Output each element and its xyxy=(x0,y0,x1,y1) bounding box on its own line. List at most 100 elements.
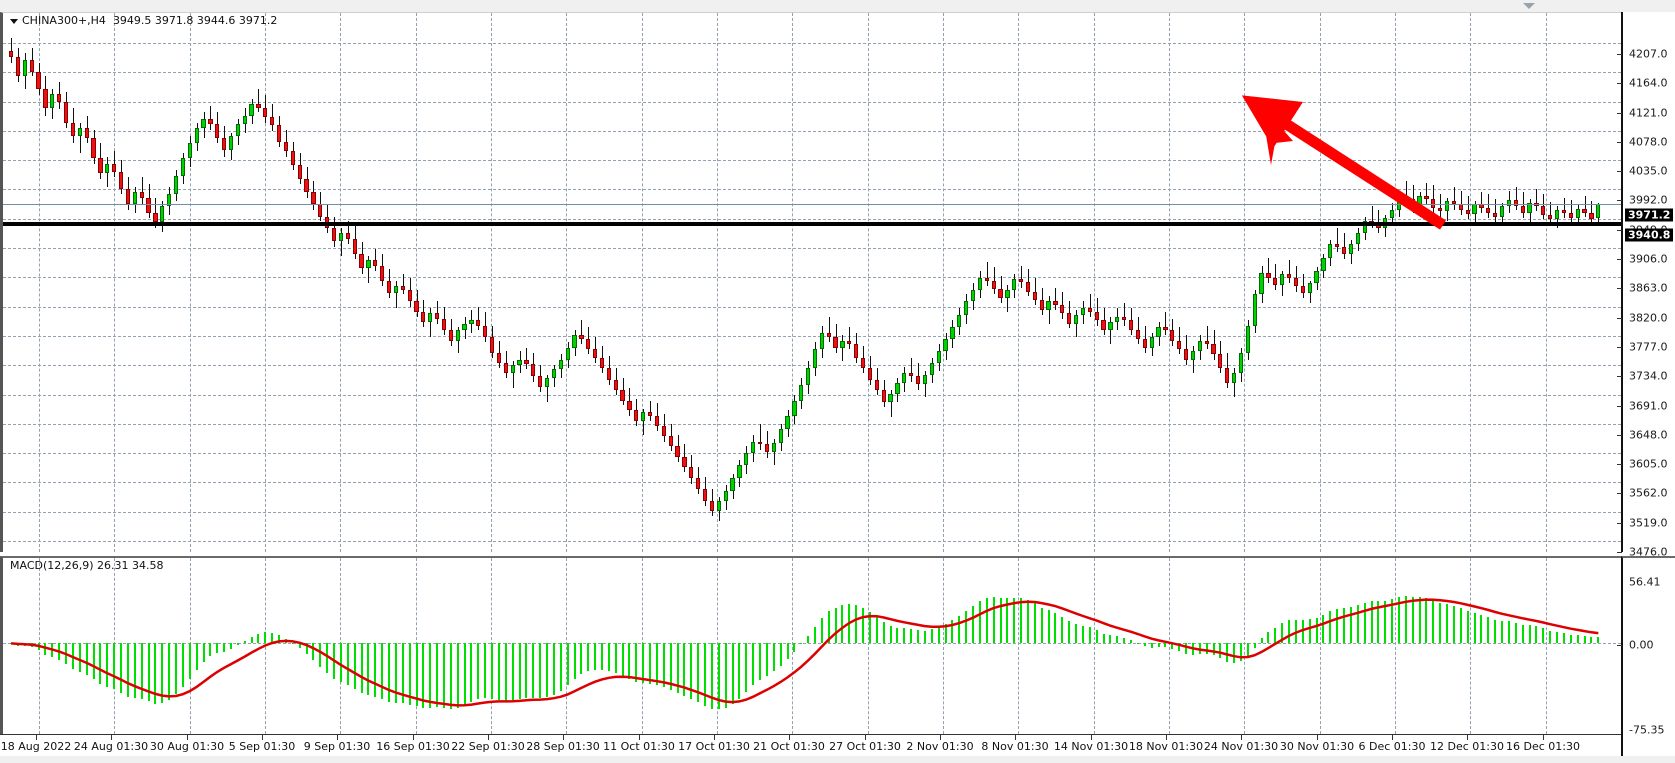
candle-body xyxy=(1183,348,1189,360)
price-axis-tick xyxy=(1617,112,1622,114)
macd-histogram-bar xyxy=(573,643,576,680)
candle-body xyxy=(1479,204,1484,208)
candle-body xyxy=(1204,340,1209,345)
macd-histogram-bar xyxy=(1102,633,1105,644)
macd-histogram-bar xyxy=(518,643,521,700)
macd-axis-tick xyxy=(1617,645,1622,647)
macd-histogram-bar xyxy=(621,643,624,676)
candle-body xyxy=(1259,272,1264,295)
macd-histogram-bar xyxy=(1315,617,1318,644)
macd-histogram-bar xyxy=(896,627,899,644)
macd-histogram-bar xyxy=(759,643,762,680)
candle-wick xyxy=(1302,273,1304,299)
candle-body xyxy=(489,337,495,353)
price-axis-tick-label: 4207.0 xyxy=(1629,47,1668,61)
macd-histogram-bar xyxy=(51,643,54,658)
candle-body xyxy=(682,456,687,467)
macd-histogram-bar xyxy=(333,643,336,679)
price-axis-tick-label: 3906.0 xyxy=(1629,252,1668,266)
candle-wick xyxy=(1206,325,1208,349)
time-axis-tick-label: 28 Sep 01:30 xyxy=(526,740,600,753)
macd-histogram-bar xyxy=(1047,610,1050,644)
price-axis-tick-label: 3476.0 xyxy=(1629,545,1668,559)
macd-histogram-bar xyxy=(992,596,995,644)
candle-body xyxy=(599,357,605,368)
macd-histogram-bar xyxy=(724,643,727,708)
candle-body xyxy=(799,384,804,401)
candle-body xyxy=(1128,320,1134,330)
macd-histogram-bar xyxy=(655,643,658,686)
macd-histogram-bar xyxy=(1281,623,1284,644)
macd-histogram-bar xyxy=(525,643,528,698)
macd-histogram-bar xyxy=(752,643,755,686)
candle-body xyxy=(29,60,34,72)
macd-histogram-bar xyxy=(78,643,81,672)
chart-dropdown-handle-icon[interactable] xyxy=(1523,3,1535,9)
macd-histogram-bar xyxy=(1054,613,1057,644)
candle-body xyxy=(806,367,811,385)
macd-histogram-bar xyxy=(147,643,150,702)
macd-indicator-label: MACD(12,26,9) 26.31 34.58 xyxy=(10,559,164,572)
candle-wick xyxy=(1275,264,1277,290)
candle-body xyxy=(98,158,103,174)
candle-body xyxy=(538,376,543,388)
macd-histogram-bar xyxy=(1260,638,1263,644)
candle-body xyxy=(1211,344,1216,355)
candle-wick xyxy=(375,248,377,272)
candle-body xyxy=(331,227,337,242)
macd-histogram-bar xyxy=(1597,636,1600,644)
candle-body xyxy=(1335,243,1340,247)
macd-histogram-bar xyxy=(786,643,789,660)
macd-histogram-bar xyxy=(1088,627,1091,644)
price-axis-tick xyxy=(1617,54,1622,55)
time-axis-tick xyxy=(262,735,263,740)
candle-wick xyxy=(478,306,480,331)
candle-wick xyxy=(11,37,13,63)
macd-histogram-bar xyxy=(188,643,191,679)
time-axis-tick xyxy=(563,735,564,740)
macd-histogram-bar xyxy=(37,643,40,651)
macd-histogram-bar xyxy=(889,626,892,644)
candle-body xyxy=(1348,243,1354,254)
grid-line-vertical xyxy=(39,13,40,552)
macd-histogram-bar xyxy=(917,630,920,644)
price-axis-tick-label: 4164.0 xyxy=(1629,76,1668,90)
candle-wick xyxy=(828,316,830,343)
candle-body xyxy=(1067,313,1072,324)
candle-body xyxy=(1046,301,1051,311)
macd-histogram-bar xyxy=(23,643,26,646)
grid-line-vertical xyxy=(868,558,869,734)
candle-body xyxy=(352,238,357,254)
macd-histogram-bar xyxy=(1075,624,1078,644)
macd-histogram-bar xyxy=(1274,627,1277,644)
candle-body xyxy=(1554,209,1560,220)
grid-line-horizontal xyxy=(3,248,1621,250)
price-axis-tick xyxy=(1617,522,1622,524)
candle-body xyxy=(792,400,797,416)
price-axis-tick-label: 3820.0 xyxy=(1629,311,1668,325)
candle-body xyxy=(194,128,199,144)
macd-histogram-bar xyxy=(1514,622,1517,644)
candle-body xyxy=(1582,208,1587,213)
candle-wick xyxy=(1584,196,1586,217)
candle-body xyxy=(524,359,529,364)
time-axis-tick xyxy=(789,735,790,740)
grid-line-horizontal xyxy=(3,541,1621,542)
macd-histogram-bar xyxy=(855,605,858,644)
price-axis[interactable]: 4207.04164.04121.04078.04035.03992.03949… xyxy=(1617,12,1675,558)
candle-body xyxy=(730,478,735,491)
macd-histogram-bar xyxy=(229,643,232,650)
macd-histogram-bar xyxy=(1116,636,1119,644)
macd-axis[interactable]: 56.41 0.00 -75.35 xyxy=(1617,556,1675,736)
candle-wick xyxy=(437,301,439,324)
time-axis-tick-label: 30 Nov 01:30 xyxy=(1279,740,1355,753)
candle-body xyxy=(70,122,76,137)
macd-histogram-bar xyxy=(951,620,954,644)
triangle-down-icon[interactable] xyxy=(10,18,18,24)
macd-histogram-bar xyxy=(1157,643,1160,648)
macd-panel[interactable]: MACD(12,26,9) 26.31 34.58 xyxy=(0,556,1621,734)
macd-histogram-bar xyxy=(1418,596,1421,644)
candle-wick xyxy=(1563,197,1565,219)
macd-histogram-bar xyxy=(985,597,988,644)
price-chart-panel[interactable]: CHINA300+,H4 3949.5 3971.8 3944.6 3971.2 xyxy=(0,12,1621,552)
